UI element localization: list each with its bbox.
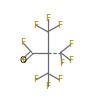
Text: F: F (57, 75, 62, 84)
Text: F: F (45, 82, 50, 91)
Text: F: F (34, 75, 39, 84)
Text: F: F (68, 56, 73, 65)
Text: F: F (57, 21, 62, 30)
Text: F: F (34, 21, 39, 30)
Text: F: F (21, 56, 26, 65)
Text: F: F (60, 59, 65, 68)
Text: F: F (21, 38, 26, 47)
Text: F: F (68, 40, 73, 49)
Text: F: F (45, 14, 50, 23)
Text: O: O (20, 56, 27, 65)
